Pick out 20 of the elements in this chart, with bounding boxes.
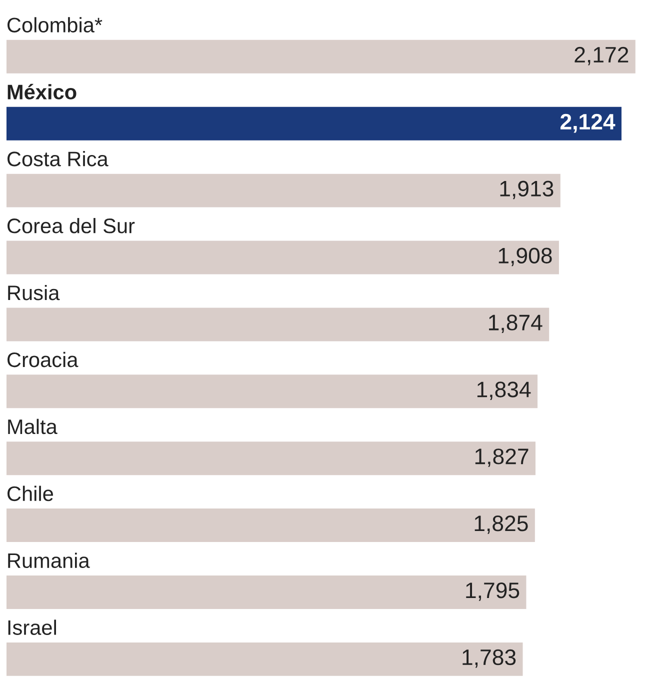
data-label: 1,834 (477, 382, 531, 400)
data-label: 1,783 (462, 649, 516, 668)
y-tick-label: Rumania (8, 552, 90, 568)
y-tick-label: México (8, 84, 76, 100)
data-label: 1,913 (500, 180, 554, 200)
data-label: 2,172 (574, 46, 628, 66)
y-tick-label: Corea del Sur (8, 218, 135, 234)
y-tick-label: Costa Rica (8, 151, 108, 166)
y-tick-label: Israel (8, 620, 56, 635)
y-tick-label: Colombia* (8, 17, 102, 32)
data-label: 1,825 (474, 516, 528, 534)
data-label: 1,827 (475, 448, 528, 467)
y-tick-label: Malta (8, 418, 58, 434)
data-label: 2,124 (560, 114, 616, 133)
y-tick-label: Chile (8, 486, 53, 502)
data-label: 1,795 (466, 582, 520, 601)
y-tick-label: Rusia (8, 284, 60, 300)
data-label: 1,908 (498, 248, 552, 266)
y-tick-label: Croacia (8, 352, 78, 368)
data-label: 1,874 (489, 314, 542, 334)
